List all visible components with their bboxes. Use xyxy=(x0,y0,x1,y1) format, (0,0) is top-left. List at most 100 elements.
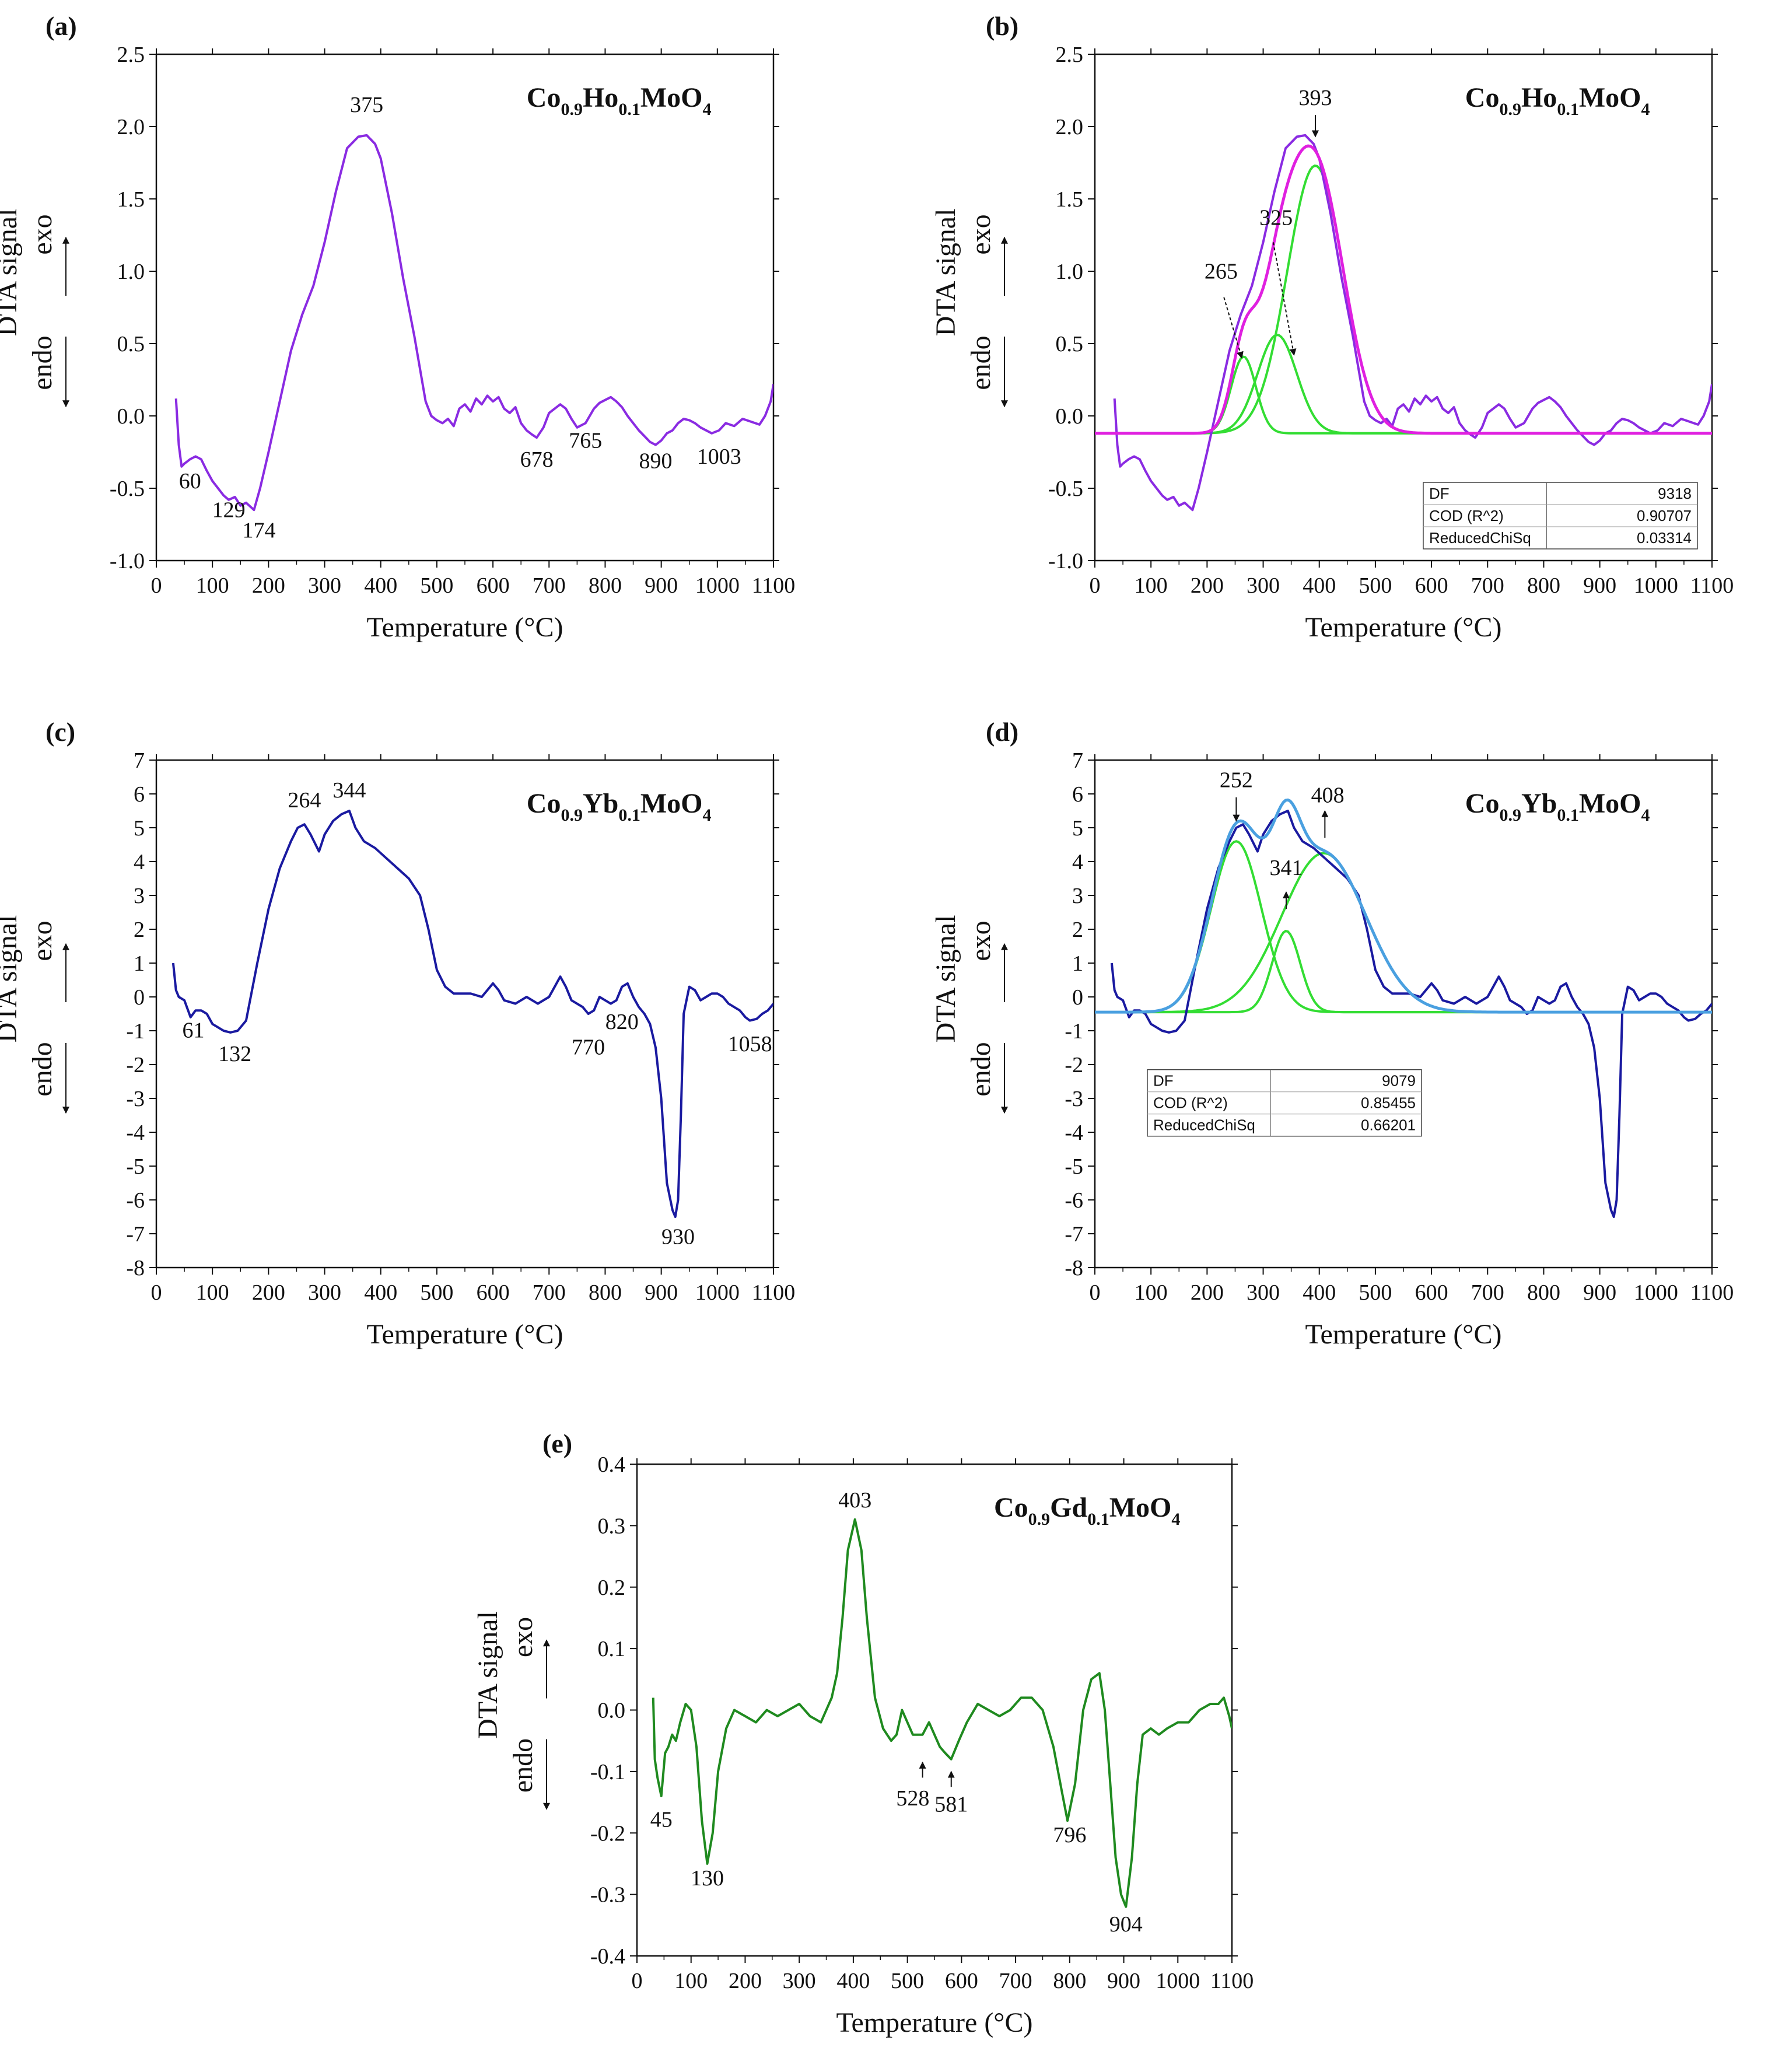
x-tick-label: 800 xyxy=(1053,1969,1086,1993)
panel-label: (a) xyxy=(45,11,77,41)
y-tick-label: 3 xyxy=(134,884,145,908)
fit-stat-value: 0.03314 xyxy=(1637,529,1692,547)
y-tick-label: -6 xyxy=(1065,1188,1083,1213)
compound-subscript: 0.9 xyxy=(1499,806,1521,825)
y-axis-exo-label: exo xyxy=(507,1617,538,1657)
y-tick-label: 2 xyxy=(134,918,145,942)
y-axis-label: DTA signal xyxy=(0,209,23,337)
compound-subscript: 4 xyxy=(702,100,711,119)
compound-subscript: 0.1 xyxy=(1557,100,1579,119)
panel-label: (d) xyxy=(986,717,1018,747)
peak-annotation: 341 xyxy=(1269,856,1303,880)
plot-frame xyxy=(636,1463,1233,1957)
peak-annotation: 796 xyxy=(1053,1823,1086,1847)
compound-text: MoO xyxy=(640,82,703,113)
x-tick-label: 200 xyxy=(1191,573,1224,598)
compound-label: Co0.9Yb0.1MoO4 xyxy=(527,788,712,825)
y-tick-label: 0.2 xyxy=(598,1576,626,1600)
x-tick-label: 100 xyxy=(1135,573,1168,598)
x-tick-label: 900 xyxy=(645,573,678,598)
peak-annotation: 132 xyxy=(218,1042,251,1066)
y-tick-label: 4 xyxy=(1072,850,1083,874)
fit-stat-name: COD (R^2) xyxy=(1153,1094,1228,1112)
peak-annotation: 129 xyxy=(212,498,246,523)
cumulative-fit-line xyxy=(1095,144,1712,435)
peak-annotation: 930 xyxy=(661,1224,695,1249)
x-tick-label: 300 xyxy=(308,1280,341,1305)
peak-annotation: 344 xyxy=(332,778,366,803)
compound-text: Yb xyxy=(1521,788,1557,819)
y-tick-label: 1.0 xyxy=(1056,260,1084,284)
y-tick-label: 6 xyxy=(1072,782,1083,807)
x-tick-label: 900 xyxy=(1107,1969,1140,1993)
series-line xyxy=(1110,810,1712,1218)
series-line xyxy=(652,1518,1232,1908)
compound-label: Co0.9Gd0.1MoO4 xyxy=(994,1492,1180,1529)
y-tick-label: -7 xyxy=(126,1222,145,1247)
y-tick-label: 0.3 xyxy=(598,1514,626,1538)
peak-annotation: 130 xyxy=(691,1866,724,1891)
fit-stat-name: ReducedChiSq xyxy=(1429,529,1531,547)
y-axis-label: DTA signal xyxy=(930,209,961,337)
compound-text: Co xyxy=(1465,788,1500,819)
x-tick-label: 200 xyxy=(729,1969,762,1993)
x-tick-label: 200 xyxy=(252,573,285,598)
fit-stat-value: 0.90707 xyxy=(1637,507,1692,524)
plot-frame xyxy=(155,53,775,562)
y-tick-label: -3 xyxy=(126,1087,145,1111)
y-tick-label: 0.1 xyxy=(598,1637,626,1661)
compound-label: Co0.9Ho0.1MoO4 xyxy=(1465,82,1650,119)
y-tick-label: -2 xyxy=(126,1053,145,1077)
compound-text: Co xyxy=(527,82,561,113)
y-axis-endo-label: endo xyxy=(507,1738,538,1793)
fit-peak-393 xyxy=(1095,164,1712,435)
y-tick-label: 1.0 xyxy=(117,260,145,284)
y-tick-label: -4 xyxy=(126,1121,145,1145)
peak-annotation: 408 xyxy=(1311,783,1345,808)
compound-subscript: 4 xyxy=(1641,100,1650,119)
x-tick-label: 300 xyxy=(1247,573,1280,598)
x-tick-label: 800 xyxy=(1527,573,1560,598)
y-tick-label: 7 xyxy=(134,748,145,773)
fit-stats-table xyxy=(1423,482,1698,550)
x-tick-label: 800 xyxy=(589,1280,622,1305)
y-tick-label: -8 xyxy=(1065,1256,1083,1280)
peak-annotation: 265 xyxy=(1205,259,1238,284)
x-axis-label: Temperature (°C) xyxy=(1305,1319,1501,1350)
x-tick-label: 1100 xyxy=(1690,573,1734,598)
panel-label: (c) xyxy=(45,717,75,747)
y-tick-label: 2.0 xyxy=(1056,115,1084,139)
compound-text: MoO xyxy=(1579,82,1641,113)
peak-annotation: 393 xyxy=(1298,86,1332,110)
x-tick-label: 1000 xyxy=(695,1280,740,1305)
compound-label: Co0.9Ho0.1MoO4 xyxy=(527,82,712,119)
panel-label: (e) xyxy=(542,1429,572,1458)
chart-panel-a: (a) 0 100 200 300 400 500 600 700 800 900 1000 1100 -… xyxy=(0,11,795,643)
y-axis-endo-label: endo xyxy=(27,335,58,390)
y-tick-label: -8 xyxy=(126,1256,145,1280)
y-tick-label: 1.5 xyxy=(1056,187,1084,212)
x-tick-label: 800 xyxy=(589,573,622,598)
cumulative-fit-line xyxy=(1095,798,1712,1014)
fit-stats-table xyxy=(1147,1069,1422,1137)
y-tick-label: 6 xyxy=(134,782,145,807)
x-tick-label: 200 xyxy=(252,1280,285,1305)
fit-stat-value: 9079 xyxy=(1382,1072,1416,1090)
x-tick-label: 800 xyxy=(1527,1280,1560,1305)
x-tick-label: 1100 xyxy=(1210,1969,1254,1993)
y-tick-label: 0 xyxy=(134,985,145,1010)
fit-peak-325 xyxy=(1095,334,1712,435)
y-tick-label: -1.0 xyxy=(110,549,145,573)
x-tick-label: 1100 xyxy=(752,573,796,598)
x-tick-label: 700 xyxy=(1471,573,1504,598)
x-tick-label: 1000 xyxy=(1634,1280,1678,1305)
peak-annotation: 60 xyxy=(179,469,201,494)
y-tick-label: 4 xyxy=(134,850,145,874)
compound-subscript: 0.1 xyxy=(618,100,640,119)
x-tick-label: 500 xyxy=(1359,1280,1392,1305)
x-tick-label: 0 xyxy=(1090,573,1101,598)
x-axis-label: Temperature (°C) xyxy=(836,2007,1032,2038)
y-axis-label: DTA signal xyxy=(930,915,961,1043)
y-tick-label: 2.0 xyxy=(117,115,145,139)
fit-stat-value: 0.66201 xyxy=(1361,1116,1416,1134)
